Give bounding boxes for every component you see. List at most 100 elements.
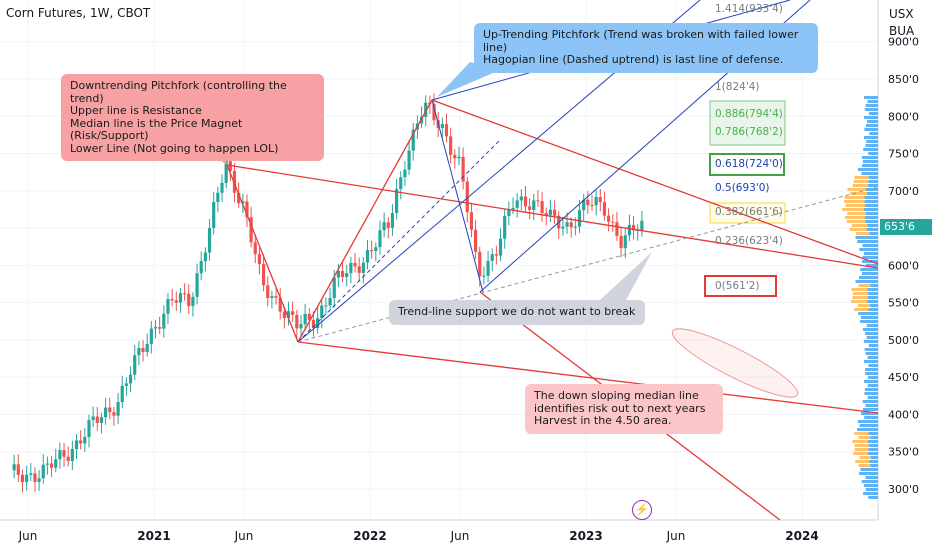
volume-profile-bar [864,416,878,419]
candle-body [586,199,590,206]
candle-body [249,217,253,243]
volume-profile-bar [857,240,878,243]
fib-box-0618 [709,153,785,176]
volume-profile-bar [867,184,878,187]
candle-body [112,412,116,416]
volume-profile-bar [855,460,869,463]
volume-profile-bar [860,268,878,271]
volume-profile-bar [855,280,878,283]
volume-profile-bar [861,172,878,175]
lightning-icon[interactable]: ⚡ [632,500,652,520]
volume-profile-bar [868,152,878,155]
candle-body [631,224,636,231]
fib-label-0786: 0.786(768'2) [715,126,783,138]
candle-body [54,459,58,468]
candle-body [395,189,399,214]
annotation-downtrend[interactable]: Downtrending Pitchfork (controlling the … [61,74,324,161]
volume-profile-bar [867,440,878,443]
candle-body [37,478,41,482]
candle-body [124,383,128,386]
y-tick-label: 850'0 [888,73,919,86]
volume-profile-bar [861,156,878,159]
volume-profile-bar [860,316,878,319]
volume-profile-bar [863,340,878,343]
candle-body [58,450,62,460]
volume-profile-bar [852,296,868,299]
volume-profile-bar [867,300,878,303]
candle-body [207,228,212,253]
volume-profile-bar [859,456,871,459]
candle-body [282,311,286,319]
fib-label-0618: 0.618(724'0) [715,158,783,170]
x-tick-label: 2024 [785,529,818,543]
candle-body [162,313,166,329]
volume-profile-bar [852,292,868,295]
hagopian-dashed-line [297,139,501,343]
candle-body [25,474,29,483]
candle-body [627,224,631,236]
candle-body [565,222,569,227]
volume-profile-bar [866,228,878,231]
pitchfork-red-line [297,99,433,343]
candle-body [611,221,615,223]
candle-body [615,222,619,236]
volume-profile-bar [862,256,878,259]
candle-body [561,226,565,229]
candle-body [224,161,228,183]
candle-body [261,264,266,286]
volume-profile-bar [865,104,878,107]
candle-body [266,285,270,299]
candle-body [432,104,436,121]
candle-body [45,463,50,465]
annotation-uptrend[interactable]: Up-Trending Pitchfork (Trend was broken … [474,23,818,73]
volume-profile-bar [865,204,878,207]
candle-body [87,420,91,438]
pitchfork-red-handle [226,164,299,343]
volume-profile-bar [850,192,867,195]
fib-zone-yellow [709,202,786,224]
annotation-median[interactable]: The down sloping median line identifies … [525,384,723,434]
candle-body [16,464,20,475]
candle-body [353,262,357,267]
candle-body [482,275,486,277]
volume-profile-bar [868,452,878,455]
annotation-trendline[interactable]: Trend-line support we do not want to bre… [389,300,645,325]
candle-body [598,196,602,203]
volume-profile-bar [849,228,867,231]
volume-profile-bar [862,408,878,411]
volume-profile-bar [865,124,878,127]
volume-profile-bar [854,176,869,179]
candle-body [291,311,295,315]
volume-profile-bar [862,328,878,331]
fib-label-1414: 1.414(933'4) [715,3,783,15]
candle-body [607,215,611,222]
candle-body [74,440,79,450]
candle-body [345,273,349,278]
fib-box-0 [704,275,777,297]
volume-profile-bar [866,324,878,327]
volume-profile-bar [857,428,878,431]
fib-label-0236: 0.236(623'4) [715,235,783,247]
volume-profile-bar [853,452,869,455]
volume-profile-bar [864,96,878,99]
volume-profile-bar [861,480,878,483]
volume-profile-bar [851,224,868,227]
candle-body [577,210,582,227]
candle-body [370,250,374,252]
volume-profile-bar [868,344,878,347]
volume-profile-bar [868,444,878,447]
volume-profile-bar [865,220,878,223]
candle-body [444,124,449,137]
candle-body [120,385,124,403]
candle-body [303,313,307,325]
volume-profile-bar [864,388,878,391]
volume-profile-bar [863,492,878,495]
volume-profile-bar [864,108,878,111]
volume-profile-bar [863,252,878,255]
candle-body [29,473,33,475]
y-tick-label: 800'0 [888,110,919,123]
candle-body [99,417,104,423]
candle-body [573,226,577,228]
candle-body [424,102,428,117]
